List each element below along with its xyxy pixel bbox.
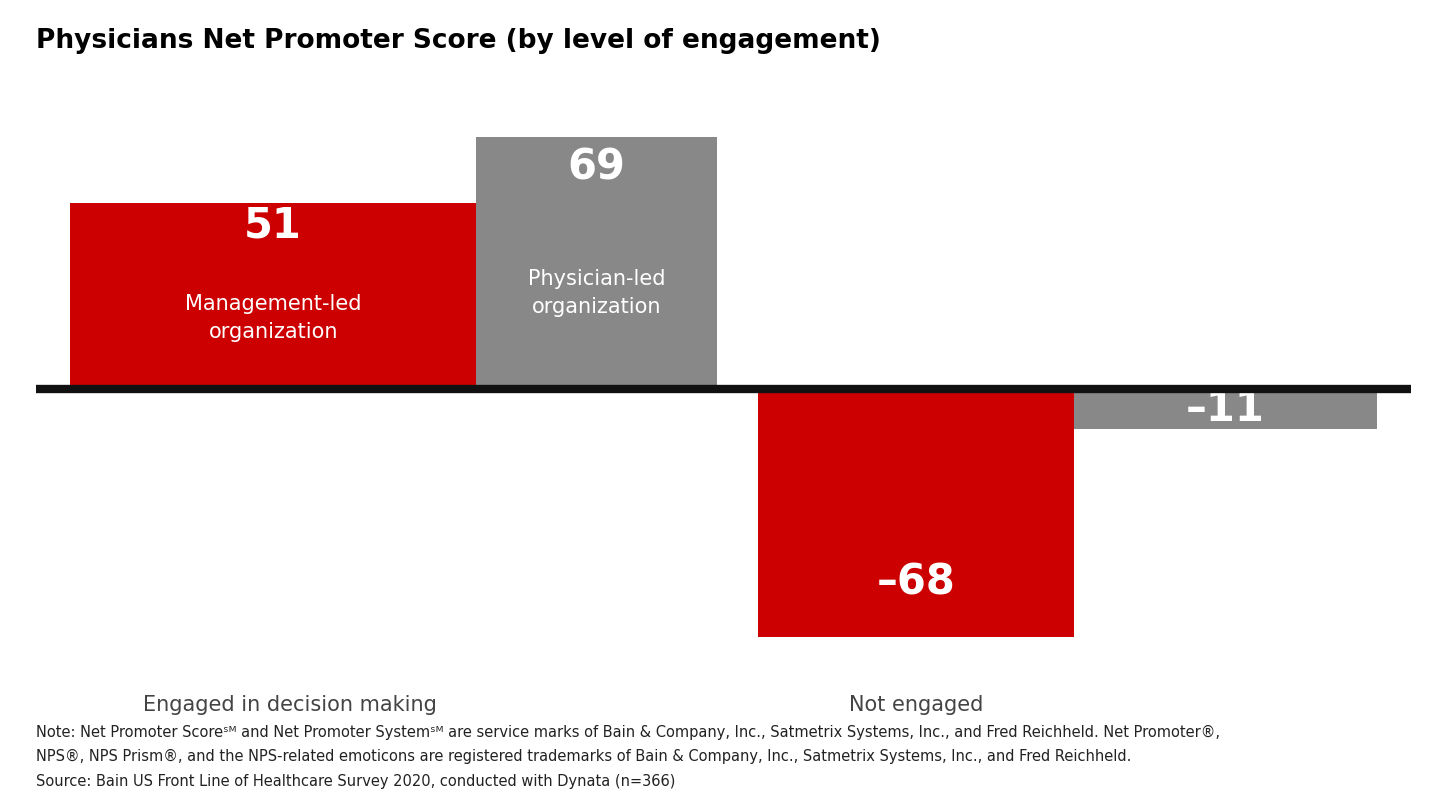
Text: Source: Bain US Front Line of Healthcare Survey 2020, conducted with Dynata (n=3: Source: Bain US Front Line of Healthcare…: [36, 774, 675, 789]
Text: 69: 69: [567, 147, 625, 189]
Text: Physicians Net Promoter Score (by level of engagement): Physicians Net Promoter Score (by level …: [36, 28, 881, 54]
Text: Physician-led
organization: Physician-led organization: [527, 269, 665, 318]
Bar: [757, 389, 1074, 637]
Text: Not engaged: Not engaged: [850, 695, 984, 715]
Bar: [477, 138, 717, 389]
Text: Management-led
organization: Management-led organization: [184, 294, 361, 342]
Text: 51: 51: [245, 204, 302, 246]
Text: Note: Net Promoter Scoreˢᴹ and Net Promoter Systemˢᴹ are service marks of Bain &: Note: Net Promoter Scoreˢᴹ and Net Promo…: [36, 725, 1220, 740]
Text: –11: –11: [1187, 388, 1264, 430]
Text: –68: –68: [877, 561, 956, 603]
Text: Engaged in decision making: Engaged in decision making: [144, 695, 438, 715]
Text: NPS®, NPS Prism®, and the NPS-related emoticons are registered trademarks of Bai: NPS®, NPS Prism®, and the NPS-related em…: [36, 749, 1132, 765]
Bar: [1074, 389, 1377, 429]
Bar: [71, 202, 477, 389]
